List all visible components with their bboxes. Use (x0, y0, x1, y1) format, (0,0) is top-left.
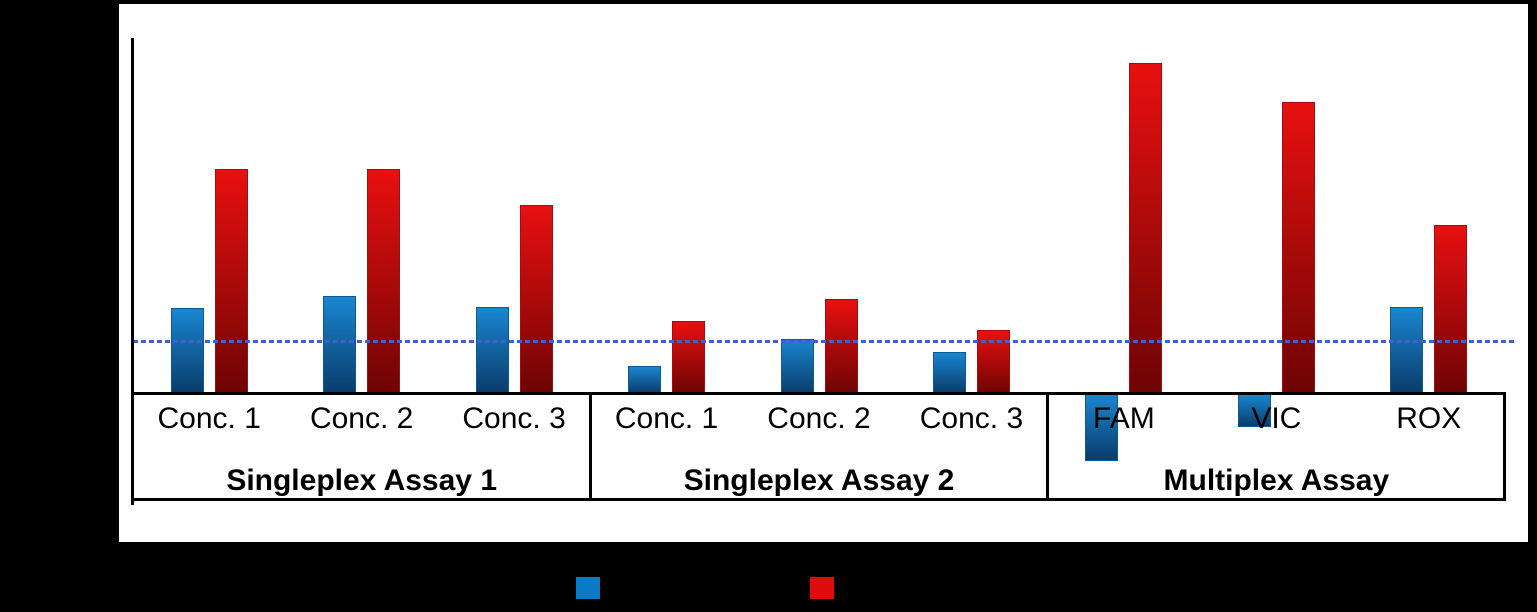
bar-blue-conc-2-1 (323, 296, 357, 394)
category-label-conc-1-0: Conc. 1 (157, 402, 261, 435)
bar-red-conc-3-2 (519, 205, 553, 394)
bar-red-conc-1-3 (672, 321, 706, 394)
bar-red-conc-2-1 (367, 169, 401, 394)
legend-swatch-red (810, 577, 834, 599)
bar-blue-conc-1-3 (628, 366, 662, 394)
category-label-conc-1-3: Conc. 1 (614, 402, 719, 435)
bar-blue-conc-2-4 (780, 339, 814, 394)
axis-box-right-line (1503, 392, 1506, 501)
category-label-conc-3-5: Conc. 3 (919, 402, 1024, 435)
category-label-rox-8: ROX (1396, 402, 1462, 435)
y-axis-line (131, 38, 134, 505)
bar-red-vic-7 (1281, 102, 1315, 394)
legend (0, 542, 1537, 612)
bar-blue-conc-1-0 (170, 308, 204, 394)
bar-blue-conc-3-2 (475, 307, 509, 394)
bar-red-fam-6 (1129, 63, 1163, 394)
bar-blue-conc-3-5 (932, 352, 966, 394)
bar-red-conc-2-4 (824, 299, 858, 394)
legend-swatch-blue (576, 577, 600, 599)
axis-box-bottom-line (133, 498, 1506, 501)
group-label-singleplex-assay-2: Singleplex Assay 2 (683, 464, 955, 497)
bar-red-rox-8 (1434, 225, 1468, 394)
bar-blue-rox-8 (1390, 307, 1424, 394)
category-label-conc-2-4: Conc. 2 (767, 402, 871, 435)
group-label-multiplex-assay: Multiplex Assay (1163, 464, 1390, 497)
category-label-conc-3-2: Conc. 3 (462, 402, 566, 435)
group-divider-1 (1046, 392, 1050, 501)
category-label-fam-6: FAM (1093, 402, 1155, 435)
group-divider-0 (588, 392, 592, 501)
plot-background (119, 4, 1528, 542)
bar-blue-fam-6 (1085, 394, 1119, 461)
category-label-conc-2-1: Conc. 2 (309, 402, 414, 435)
category-label-vic-7: VIC (1251, 402, 1302, 435)
x-axis-line (133, 392, 1506, 395)
threshold-line (133, 340, 1516, 343)
group-label-singleplex-assay-1: Singleplex Assay 1 (226, 464, 498, 497)
bar-red-conc-1-0 (214, 169, 248, 394)
